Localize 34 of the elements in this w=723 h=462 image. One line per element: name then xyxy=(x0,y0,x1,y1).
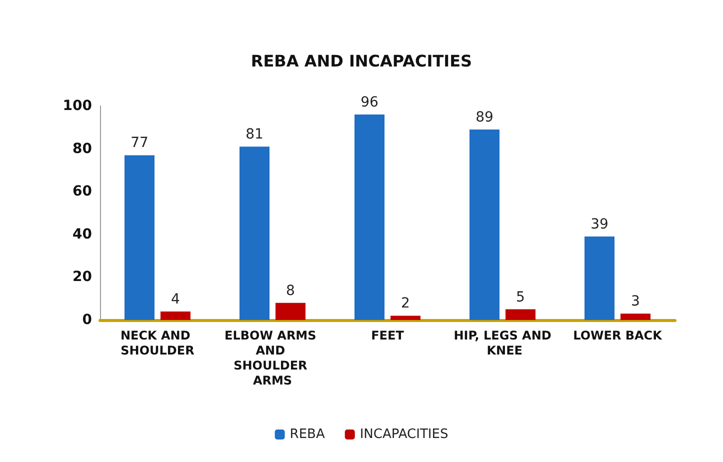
bar xyxy=(240,146,270,320)
x-tick-label: FEET xyxy=(371,328,405,342)
data-label: 81 xyxy=(246,126,264,143)
bar xyxy=(620,314,650,320)
legend-label: INCAPACITIES xyxy=(360,427,448,442)
bar xyxy=(470,130,500,320)
bar xyxy=(584,236,614,320)
x-tick-label: ELBOW ARMS AND SHOULDER ARMS xyxy=(224,328,320,388)
data-label: 77 xyxy=(130,135,148,152)
x-tick-label: HIP, LEGS AND KNEE xyxy=(454,328,552,358)
data-label: 4 xyxy=(171,291,180,308)
x-tick-label: LOWER BACK xyxy=(573,328,663,342)
data-label: 5 xyxy=(516,289,525,306)
bar xyxy=(506,309,536,320)
y-tick-label: 40 xyxy=(72,226,92,242)
data-label: 89 xyxy=(476,110,494,126)
y-tick-label: 100 xyxy=(62,98,92,114)
bar xyxy=(160,311,190,320)
data-label: 3 xyxy=(631,294,640,310)
y-tick-label: 80 xyxy=(72,140,92,157)
data-label: 8 xyxy=(286,282,295,299)
y-tick-label: 60 xyxy=(72,184,92,200)
bar xyxy=(124,155,154,320)
data-label: 39 xyxy=(590,216,608,233)
bar xyxy=(390,316,420,320)
bar xyxy=(276,302,306,320)
data-label: 2 xyxy=(401,296,410,312)
chart-title: REBA AND INCAPACITIES xyxy=(250,52,472,70)
data-label: 96 xyxy=(360,94,378,111)
y-tick-label: 20 xyxy=(72,269,92,286)
y-tick-label: 0 xyxy=(82,312,92,328)
legend-label: REBA xyxy=(290,427,325,442)
bar xyxy=(354,114,384,320)
x-tick-label: NECK AND SHOULDER xyxy=(120,328,194,358)
